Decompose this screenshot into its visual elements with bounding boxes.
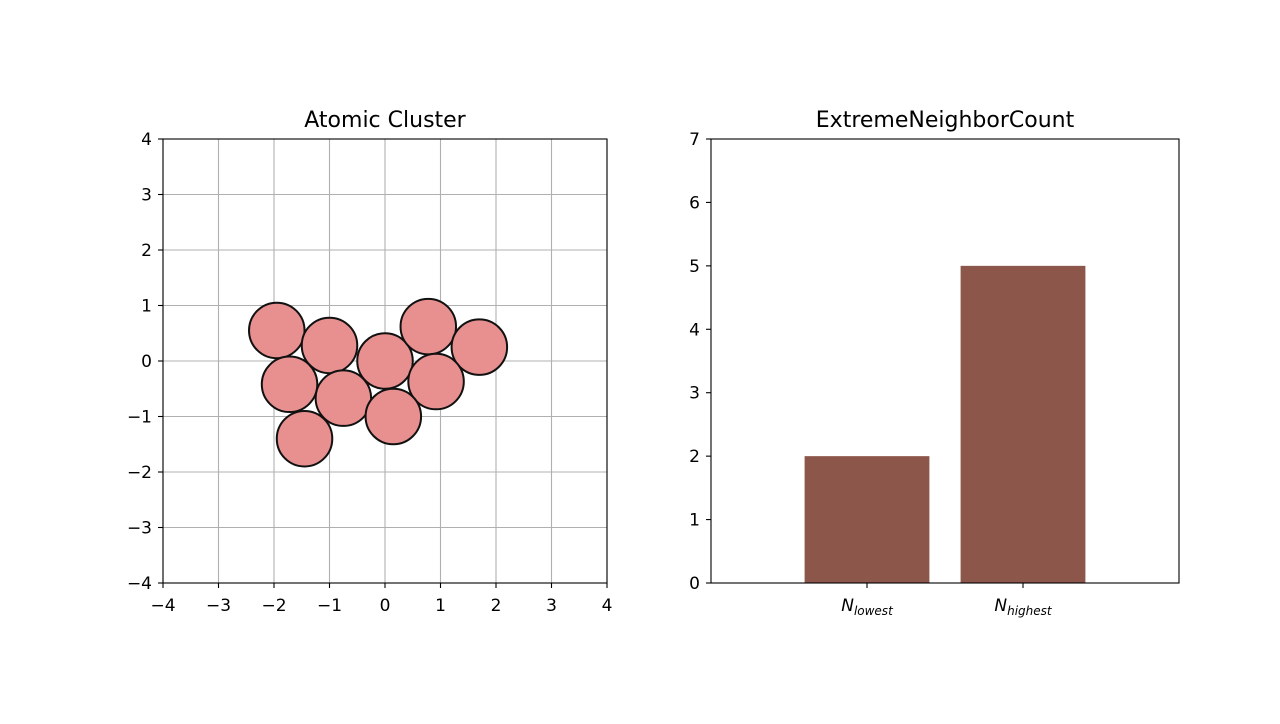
y-tick-label: 0 [689, 574, 700, 594]
x-axis: −4 −3 −2 −1 0 1 2 3 4 [150, 583, 612, 616]
y-tick-label: 0 [141, 352, 152, 372]
x-tick-label: Nhighest [994, 596, 1053, 618]
atom-point [356, 332, 414, 390]
y-tick-label: 2 [689, 447, 700, 467]
atom-point [399, 297, 458, 356]
bars [804, 265, 1086, 583]
x-tick-label: −2 [261, 596, 286, 616]
y-tick-label: −1 [127, 408, 152, 428]
y-tick-label: 1 [141, 297, 152, 317]
y-tick-label: −3 [127, 519, 152, 539]
x-tick-label: Nlowest [841, 596, 894, 618]
y-tick-label: −4 [127, 574, 152, 594]
y-tick-label: 1 [689, 511, 700, 531]
x-tick-label: 3 [546, 596, 557, 616]
y-tick-label: 4 [141, 130, 152, 150]
x-tick-label: 0 [380, 596, 391, 616]
x-axis: Nlowest Nhighest [841, 583, 1053, 618]
y-tick-label: 2 [141, 241, 152, 261]
y-tick-label: 3 [689, 384, 700, 404]
bar [804, 456, 930, 583]
x-tick-label: −3 [206, 596, 231, 616]
y-tick-label: 3 [141, 186, 152, 206]
y-tick-label: 6 [689, 193, 700, 213]
x-tick-label: −4 [150, 596, 175, 616]
y-axis: −4 −3 −2 −1 0 1 2 3 4 [127, 130, 163, 594]
x-tick-label: 4 [602, 596, 613, 616]
atom-point [260, 355, 319, 414]
extreme-neighbor-count-panel: Nlowest Nhighest 0 1 2 3 4 5 6 7 ExtremeNeighbor… [689, 108, 1180, 618]
y-tick-label: 7 [689, 130, 700, 150]
atom-point [450, 318, 509, 376]
y-tick-label: 4 [689, 320, 700, 340]
atomic-cluster-panel: −4 −3 −2 −1 0 1 2 3 4 −4 −3 −2 −1 0 1 2 3 4 Atomic Clust… [127, 108, 612, 616]
atom-point [364, 387, 423, 446]
atom-point [275, 409, 334, 468]
y-axis: 0 1 2 3 4 5 6 7 [689, 130, 711, 594]
x-tick-label: −1 [317, 596, 342, 616]
atom-point [314, 369, 373, 427]
axes-frame [710, 138, 1180, 584]
atom-point [407, 352, 465, 411]
atom-point [248, 301, 306, 360]
plot-area [711, 139, 1179, 583]
atoms [248, 297, 509, 468]
bar [960, 265, 1086, 583]
y-tick-label: −2 [127, 463, 152, 483]
x-tick-label: 2 [491, 596, 502, 616]
chart-title: Atomic Cluster [304, 108, 466, 133]
y-tick-label: 5 [689, 257, 700, 277]
chart-title: ExtremeNeighborCount [816, 108, 1075, 133]
x-tick-label: 1 [435, 596, 446, 616]
